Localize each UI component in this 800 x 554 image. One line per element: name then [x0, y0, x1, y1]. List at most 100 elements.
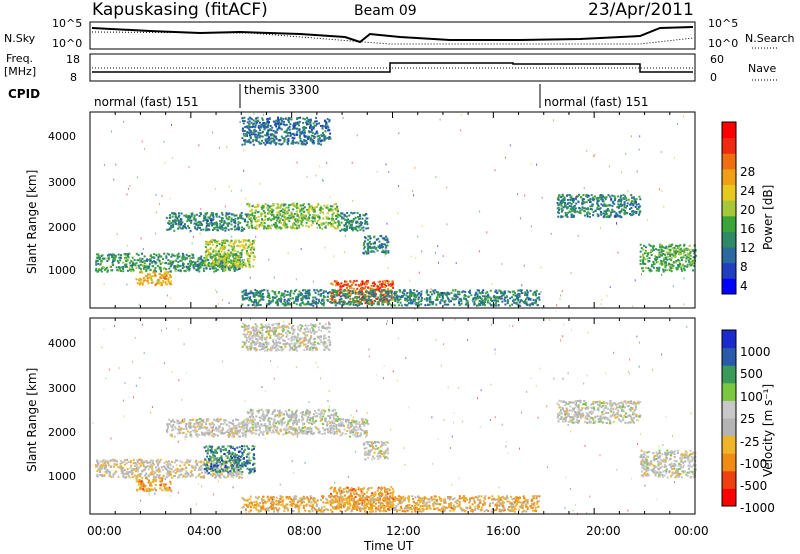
heatmap-cell [168, 216, 171, 219]
heatmap-cell [689, 263, 692, 266]
heatmap-cell [340, 212, 343, 215]
heatmap-cell [392, 286, 395, 289]
heatmap-cell [608, 203, 611, 206]
heatmap-cell [99, 470, 101, 473]
heatmap-cell [149, 461, 152, 464]
heatmap-cell [407, 296, 410, 299]
heatmap-cell [651, 264, 654, 267]
heatmap-cell [288, 302, 291, 305]
heatmap-cell [184, 475, 187, 478]
heatmap-cell [317, 214, 320, 217]
heatmap-cell [228, 302, 230, 305]
heatmap-cell [175, 223, 178, 225]
power-ytick: 1000 [48, 264, 76, 277]
heatmap-cell [235, 475, 238, 478]
heatmap-cell [662, 268, 665, 271]
heatmap-cell [362, 292, 365, 295]
heatmap-cell [300, 217, 303, 220]
heatmap-cell [658, 251, 661, 254]
heatmap-cell [504, 290, 506, 293]
heatmap-cell [257, 301, 260, 304]
heatmap-cell [226, 218, 229, 221]
heatmap-cell [107, 269, 109, 272]
heatmap-cell [226, 253, 228, 256]
heatmap-cell [342, 229, 345, 232]
heatmap-cell [248, 134, 251, 137]
heatmap-cell [656, 260, 659, 263]
heatmap-cell [365, 227, 368, 230]
heatmap-cell [359, 215, 361, 218]
heatmap-cell [268, 295, 271, 298]
heatmap-cell [230, 261, 233, 264]
heatmap-cell [372, 295, 375, 297]
heatmap-cell [171, 476, 174, 479]
heatmap-cell [213, 227, 216, 230]
heatmap-cell [272, 120, 275, 123]
cpid-segment-2: themis 3300 [244, 83, 320, 97]
heatmap-cell [351, 229, 354, 232]
heatmap-cell [220, 265, 223, 268]
heatmap-cell [131, 264, 133, 267]
heatmap-cell [599, 207, 602, 210]
heatmap-cell [377, 296, 380, 299]
heatmap-cell [239, 245, 242, 248]
heatmap-cell [151, 256, 154, 259]
heatmap-cell [280, 217, 282, 220]
heatmap-cell [675, 244, 678, 247]
heatmap-cell [384, 299, 387, 302]
heatmap-cell [579, 210, 582, 213]
heatmap-cell [515, 294, 517, 297]
heatmap-cell [261, 139, 263, 142]
heatmap-cell [218, 220, 221, 223]
heatmap-cell [112, 476, 115, 478]
heatmap-cell [117, 476, 120, 479]
heatmap-cell [359, 298, 362, 301]
heatmap-cell [163, 466, 166, 469]
heatmap-cell [681, 256, 684, 259]
heatmap-cell [275, 142, 278, 145]
heatmap-cell [683, 277, 685, 280]
heatmap-cell [244, 141, 247, 144]
heatmap-cell [379, 297, 382, 300]
heatmap-cell [182, 264, 184, 267]
heatmap-cell [297, 141, 299, 144]
heatmap-cell [253, 241, 255, 244]
heatmap-cell [629, 213, 632, 216]
heatmap-cell [301, 218, 304, 221]
heatmap-cell [264, 215, 267, 218]
heatmap-cell [621, 171, 622, 174]
heatmap-cell [120, 460, 123, 462]
heatmap-cell [128, 252, 131, 255]
heatmap-cell [677, 258, 680, 261]
heatmap-cell [159, 276, 162, 279]
heatmap-cell [273, 217, 276, 220]
heatmap-cell [393, 292, 396, 295]
heatmap-cell [234, 467, 237, 470]
heatmap-cell [148, 273, 151, 276]
heatmap-cell [180, 473, 183, 476]
heatmap-cell [322, 304, 325, 307]
heatmap-cell [249, 213, 252, 216]
heatmap-cell [303, 203, 306, 205]
heatmap-cell [394, 298, 397, 301]
heatmap-cell [583, 210, 586, 213]
heatmap-cell [413, 294, 416, 297]
heatmap-cell [247, 259, 250, 262]
heatmap-cell [182, 255, 185, 258]
heatmap-cell [296, 117, 299, 120]
heatmap-cell [296, 130, 299, 133]
heatmap-cell [291, 140, 294, 142]
heatmap-cell [347, 302, 350, 305]
heatmap-cell [363, 240, 366, 243]
heatmap-cell [433, 292, 436, 295]
heatmap-cell [664, 266, 667, 269]
heatmap-cell [464, 290, 467, 293]
heatmap-cell [153, 253, 156, 255]
heatmap-cell [286, 212, 289, 215]
heatmap-cell [230, 239, 233, 242]
heatmap-cell [242, 264, 245, 266]
heatmap-cell [129, 264, 132, 267]
heatmap-cell [656, 258, 659, 260]
heatmap-cell [644, 258, 647, 261]
heatmap-cell [104, 464, 107, 467]
